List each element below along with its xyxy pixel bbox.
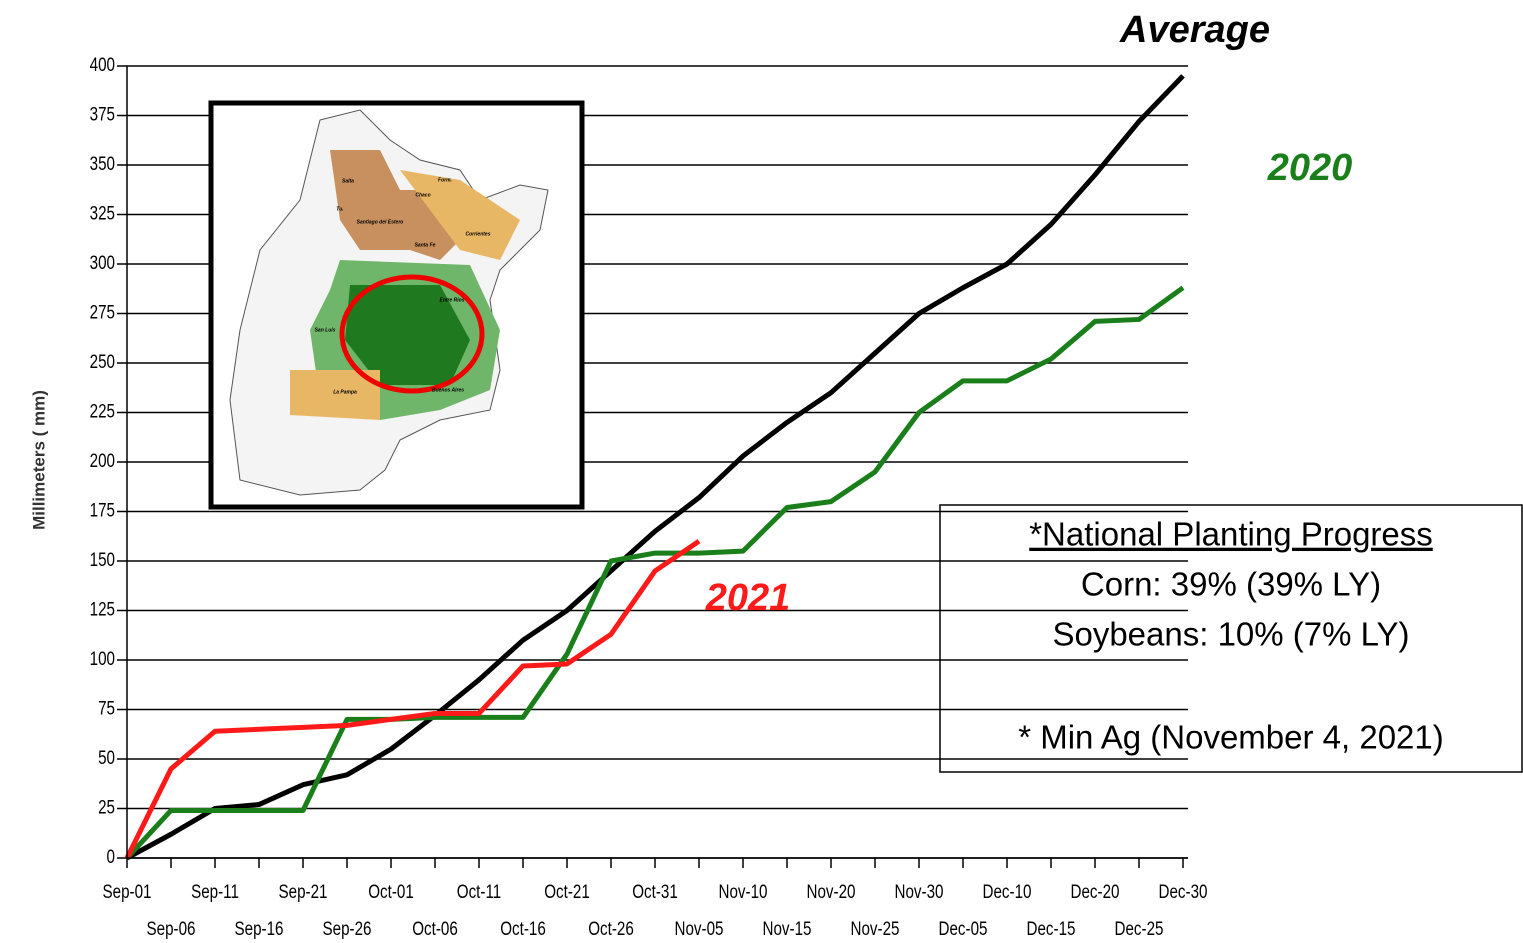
y-tick-label: 300 [90,251,115,273]
y-axis-label: Millimeters ( mm) [29,390,48,530]
y-tick-label: 75 [98,697,115,719]
y-tick-label: 50 [98,746,115,768]
y-tick-label: 200 [90,449,115,471]
map-label: Buenos Aires [432,387,464,393]
x-tick-label: Oct-26 [588,917,634,939]
y-tick-label: 100 [90,647,115,669]
map-label: Salta [342,178,354,184]
y-tick-label: 400 [90,53,115,75]
info-text: * Min Ag (November 4, 2021) [1018,719,1444,756]
y-tick-label: 350 [90,152,115,174]
map-region [290,370,380,420]
info-box [939,504,1523,773]
y-tick-label: 325 [90,202,115,224]
y-tick-label: 0 [107,845,115,867]
map-label: San Luis [315,327,336,333]
map-inset: Salta Form. Chaco Tu. Santiago del Estero Cor… [208,100,585,510]
line-series [124,539,701,860]
map-label: Santa Fe [415,242,436,248]
x-tick-label: Sep-01 [103,880,152,902]
line-series [125,285,1185,860]
x-tick-label: Oct-06 [412,917,458,939]
map-label: Entre Rios [439,297,464,303]
x-tick-label: Oct-16 [500,917,546,939]
y-tick-label: 125 [90,598,115,620]
map-region [400,170,520,260]
info-text: Soybeans: 10% (7% LY) [1052,616,1409,653]
annotation: 2020 [1267,147,1353,189]
line-series [125,74,1185,861]
y-tick-label: 375 [90,103,115,125]
map-label: Santiago del Estero [357,219,404,225]
map-region [330,150,470,260]
x-tick-label: Dec-20 [1071,880,1120,902]
x-tick-label: Dec-05 [939,917,988,939]
y-tick-label: 150 [90,548,115,570]
map-label: La Pampa [333,389,357,395]
x-tick-label: Sep-16 [235,917,284,939]
y-tick-label: 175 [90,499,115,521]
x-tick-label: Nov-15 [763,917,812,939]
annotation: 2021 [705,577,791,619]
x-tick-label: Nov-10 [719,880,768,902]
x-tick-label: Oct-21 [544,880,590,902]
x-tick-label: Dec-30 [1159,880,1208,902]
info-text: *National Planting Progress [1029,516,1433,553]
x-tick-label: Nov-25 [851,917,900,939]
x-tick-label: Sep-26 [323,917,372,939]
map-highlight [339,274,485,394]
x-tick-label: Sep-06 [147,917,196,939]
y-tick-label: 275 [90,301,115,323]
x-tick-label: Sep-11 [191,880,239,902]
x-tick-label: Dec-10 [983,880,1032,902]
x-tick-label: Sep-21 [279,880,328,902]
x-tick-label: Dec-25 [1115,917,1164,939]
map-label: Tu. [336,206,343,212]
x-tick-label: Nov-30 [895,880,944,902]
x-tick-label: Oct-31 [632,880,678,902]
map-region [345,285,470,385]
y-tick-label: 250 [90,350,115,372]
map-label: Form. [438,177,452,183]
x-tick-label: Oct-01 [368,880,414,902]
x-tick-label: Dec-15 [1027,917,1076,939]
x-tick-label: Nov-05 [675,917,724,939]
annotation: Average [1119,9,1270,51]
info-text: Corn: 39% (39% LY) [1081,566,1381,603]
x-tick-label: Nov-20 [807,880,856,902]
x-tick-label: Oct-11 [457,880,501,902]
y-tick-label: 225 [90,400,115,422]
map-label: Corrientes [465,231,490,237]
map-label: Chaco [415,192,430,198]
y-tick-label: 25 [98,796,115,818]
